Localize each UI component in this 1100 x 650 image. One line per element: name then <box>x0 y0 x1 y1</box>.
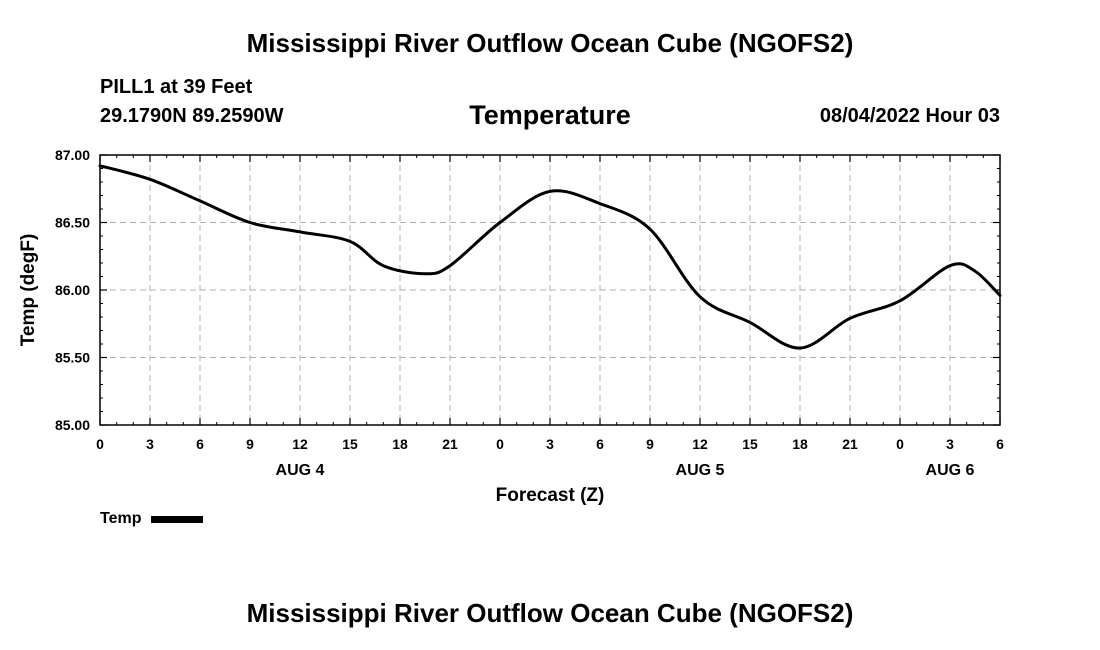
x-tick-label: 15 <box>742 436 758 452</box>
x-tick-label: 12 <box>692 436 708 452</box>
legend-label: Temp <box>100 510 142 527</box>
x-tick-label: 6 <box>996 436 1004 452</box>
y-tick-label: 86.50 <box>55 215 90 231</box>
x-tick-label: 9 <box>246 436 254 452</box>
series-layer <box>98 164 1002 350</box>
x-tick-label: 21 <box>442 436 458 452</box>
day-label: AUG 5 <box>676 462 725 479</box>
legend: Temp <box>100 510 204 528</box>
x-tick-label: 18 <box>792 436 808 452</box>
panel-title: Temperature <box>469 100 631 130</box>
x-tick-label: 6 <box>596 436 604 452</box>
axis-ticks <box>99 154 1001 426</box>
x-tick-label: 0 <box>96 436 104 452</box>
date-label: 08/04/2022 Hour 03 <box>819 105 1000 127</box>
station-label: PILL1 at 39 Feet <box>100 76 253 98</box>
grid-layer <box>100 155 1000 425</box>
axis-labels: 0 3 6 9 12 15 18 21 0 3 6 9 12 15 18 21 0 3 6 85.00 85.50 86.… <box>18 147 1004 506</box>
x-tick-label: 18 <box>392 436 408 452</box>
day-label: AUG 6 <box>926 462 975 479</box>
x-tick-label: 15 <box>342 436 358 452</box>
y-axis-title: Temp (degF) <box>18 234 39 347</box>
y-tick-label: 85.00 <box>55 417 90 433</box>
y-tick-label: 85.50 <box>55 350 90 366</box>
x-tick-label: 9 <box>646 436 654 452</box>
coordinates-label: 29.1790N 89.2590W <box>100 105 284 127</box>
x-axis-title: Forecast (Z) <box>496 485 605 506</box>
legend-line-swatch <box>151 515 204 523</box>
y-tick-label: 86.00 <box>55 282 90 298</box>
temp-series-line <box>98 164 1002 350</box>
x-tick-label: 6 <box>196 436 204 452</box>
x-tick-label: 3 <box>546 436 554 452</box>
x-tick-label: 3 <box>146 436 154 452</box>
x-tick-label: 3 <box>946 436 954 452</box>
x-tick-label: 21 <box>842 436 858 452</box>
day-label: AUG 4 <box>276 462 325 479</box>
x-tick-label: 0 <box>896 436 904 452</box>
x-tick-label: 12 <box>292 436 308 452</box>
y-tick-label: 87.00 <box>55 147 90 163</box>
footer-title: Mississippi River Outflow Ocean Cube (NG… <box>246 598 854 628</box>
x-tick-label: 0 <box>496 436 504 452</box>
main-title: Mississippi River Outflow Ocean Cube (NG… <box>246 28 854 58</box>
